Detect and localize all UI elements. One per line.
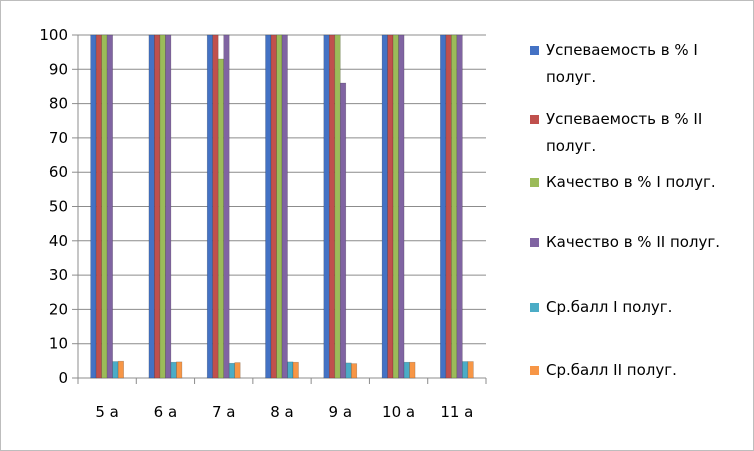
bar (112, 361, 119, 379)
bar (234, 362, 241, 379)
bar (387, 34, 394, 379)
y-tick-label: 60 (49, 163, 68, 181)
legend-label: полуг. (546, 137, 596, 155)
y-tick-label: 40 (49, 232, 68, 250)
bar (350, 363, 358, 379)
bar (334, 34, 341, 379)
bar (339, 82, 347, 379)
y-tick-label: 30 (49, 266, 68, 284)
y-tick-label: 50 (49, 198, 68, 216)
bar (95, 34, 102, 379)
bar (409, 361, 416, 379)
bar (212, 34, 219, 379)
bar (328, 34, 336, 379)
y-tick-label: 0 (58, 369, 68, 387)
bar (292, 361, 299, 379)
legend-label: Качество в % II полуг. (546, 233, 720, 251)
legend-label: Качество в % I полуг. (546, 173, 716, 191)
bar (451, 34, 458, 379)
bar (170, 361, 177, 379)
bar (381, 34, 388, 379)
legend-swatch (530, 46, 539, 55)
bar (456, 34, 463, 379)
x-tick-label: 6 а (154, 403, 178, 421)
bar (217, 58, 225, 379)
bar (287, 361, 294, 379)
bar (106, 34, 113, 379)
bar (165, 34, 172, 379)
x-tick-label: 5 а (95, 403, 119, 421)
legend-swatch (530, 238, 539, 247)
legend-label: полуг. (546, 68, 596, 86)
bar (223, 34, 230, 379)
legend-swatch (530, 115, 539, 124)
bar (270, 34, 277, 379)
y-tick-label: 10 (49, 335, 68, 353)
bar (154, 34, 161, 379)
legend-swatch (530, 366, 539, 375)
legend-label: Ср.балл II полуг. (546, 361, 677, 379)
x-tick-label: 11 а (440, 403, 473, 421)
bar (392, 34, 399, 379)
bar (440, 34, 447, 379)
legend-label: Успеваемость в % I (546, 41, 698, 59)
bar (101, 34, 108, 379)
bar (445, 34, 452, 379)
bar (281, 34, 288, 379)
bar (323, 34, 330, 379)
bar (462, 361, 469, 379)
bar (467, 361, 474, 379)
bar (206, 34, 214, 379)
legend-swatch (530, 303, 539, 312)
x-tick-label: 7 а (212, 403, 236, 421)
legend-swatch (530, 178, 539, 187)
bar (398, 34, 405, 379)
bar (276, 34, 283, 379)
bar (148, 34, 155, 379)
y-tick-label: 100 (39, 26, 68, 44)
bar (159, 34, 166, 379)
y-tick-label: 80 (49, 95, 68, 113)
bar (228, 362, 236, 379)
legend-label: Ср.балл I полуг. (546, 298, 672, 316)
bar (265, 34, 272, 379)
bar (90, 34, 97, 379)
bar (403, 361, 410, 379)
x-tick-label: 8 а (270, 403, 294, 421)
y-tick-label: 90 (49, 60, 68, 78)
y-tick-label: 70 (49, 129, 68, 147)
y-tick-label: 20 (49, 300, 68, 318)
x-tick-label: 10 а (382, 403, 415, 421)
legend-label: Успеваемость в % II (546, 110, 702, 128)
bar (345, 362, 352, 379)
x-tick-label: 9 а (329, 403, 353, 421)
bar (117, 360, 124, 379)
bar (176, 361, 183, 379)
